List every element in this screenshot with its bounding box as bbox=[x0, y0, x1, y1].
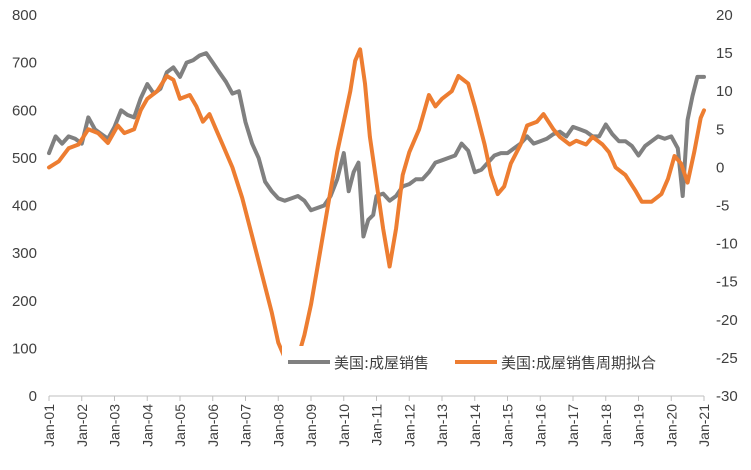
x-tick-label: Jan-17 bbox=[565, 404, 581, 447]
legend-label-cycle-fit: 美国:成屋销售周期拟合 bbox=[501, 354, 656, 372]
x-tick-label: Jan-03 bbox=[107, 404, 123, 447]
y-right-tick-label: -5 bbox=[716, 198, 729, 215]
y-left-tick-label: 200 bbox=[12, 293, 37, 310]
legend: 美国:成屋销售 美国:成屋销售周期拟合 bbox=[282, 346, 700, 378]
y-right-tick-label: -15 bbox=[716, 274, 738, 291]
y-right-tick-label: 5 bbox=[716, 121, 724, 138]
x-tick-label: Jan-09 bbox=[303, 404, 319, 447]
x-tick-label: Jan-07 bbox=[238, 404, 254, 447]
y-right-tick-label: -30 bbox=[716, 388, 738, 405]
x-tick-label: Jan-04 bbox=[139, 404, 155, 447]
x-tick-label: Jan-10 bbox=[336, 404, 352, 447]
axes: 0100200300400500600700800-30-25-20-15-10… bbox=[12, 7, 738, 447]
y-left-tick-label: 700 bbox=[12, 55, 37, 72]
y-right-tick-label: 15 bbox=[716, 45, 733, 62]
x-tick-label: Jan-12 bbox=[401, 404, 417, 447]
y-left-tick-label: 600 bbox=[12, 102, 37, 119]
y-left-tick-label: 100 bbox=[12, 340, 37, 357]
series-line-cycle-fit bbox=[47, 47, 706, 364]
x-tick-label: Jan-01 bbox=[41, 404, 57, 447]
x-tick-label: Jan-05 bbox=[172, 404, 188, 447]
y-left-tick-label: 800 bbox=[12, 7, 37, 24]
y-right-tick-label: 0 bbox=[716, 159, 724, 176]
x-tick-label: Jan-16 bbox=[532, 404, 548, 447]
x-tick-label: Jan-18 bbox=[598, 404, 614, 447]
y-left-tick-label: 400 bbox=[12, 198, 37, 215]
legend-label-existing-home-sales: 美国:成屋销售 bbox=[334, 354, 429, 372]
x-tick-label: Jan-20 bbox=[663, 404, 679, 447]
y-right-tick-label: -20 bbox=[716, 312, 738, 329]
x-tick-label: Jan-13 bbox=[434, 404, 450, 447]
x-tick-label: Jan-08 bbox=[270, 404, 286, 447]
series-group bbox=[47, 47, 706, 364]
x-tick-label: Jan-14 bbox=[467, 404, 483, 447]
x-tick-label: Jan-02 bbox=[74, 404, 90, 447]
y-left-tick-label: 500 bbox=[12, 150, 37, 167]
x-tick-label: Jan-06 bbox=[205, 404, 221, 447]
y-right-tick-label: 20 bbox=[716, 7, 733, 24]
x-tick-label: Jan-21 bbox=[696, 404, 712, 447]
x-tick-label: Jan-15 bbox=[500, 404, 516, 447]
x-tick-label: Jan-11 bbox=[369, 404, 385, 446]
y-left-tick-label: 300 bbox=[12, 245, 37, 262]
y-left-tick-label: 0 bbox=[29, 388, 37, 405]
y-right-tick-label: 10 bbox=[716, 83, 733, 100]
y-right-tick-label: -10 bbox=[716, 236, 738, 253]
y-right-tick-label: -25 bbox=[716, 350, 738, 367]
x-tick-label: Jan-19 bbox=[631, 404, 647, 447]
